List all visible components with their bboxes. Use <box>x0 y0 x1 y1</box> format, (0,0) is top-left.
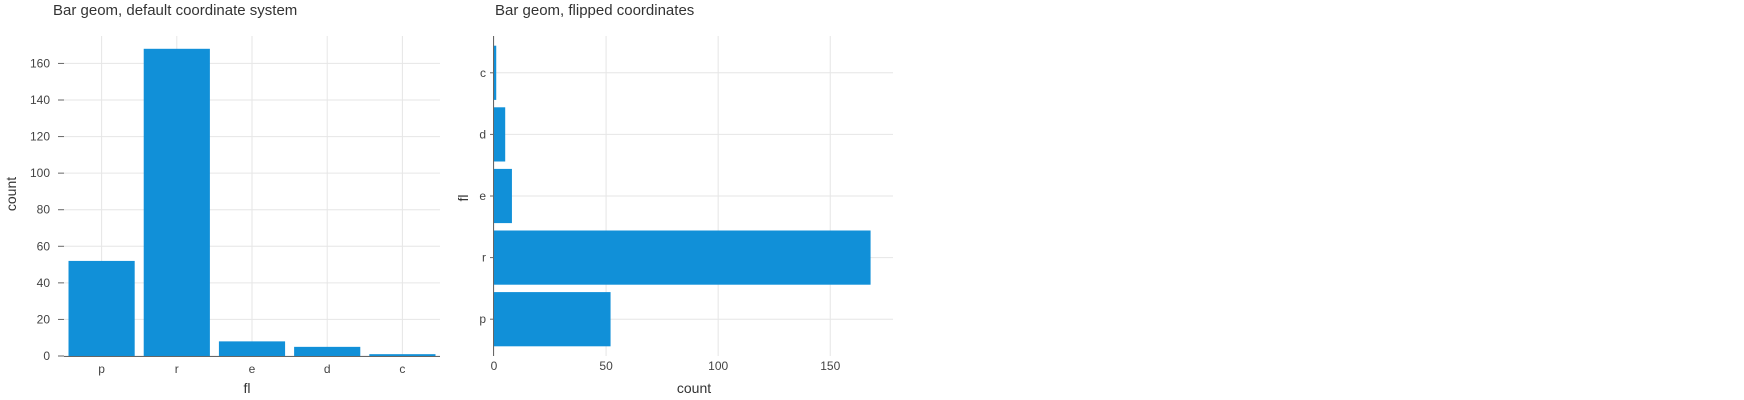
x-axis-title: fl <box>244 380 251 396</box>
bar-e <box>494 168 512 224</box>
y-tick-label: 20 <box>37 312 51 326</box>
y-tick-label: c <box>480 66 486 80</box>
y-tick-label: r <box>482 251 486 265</box>
x-axis-title: count <box>677 380 711 396</box>
x-tick-label: e <box>249 362 256 376</box>
chart-title: Bar geom, flipped coordinates <box>495 2 694 19</box>
y-tick-label: d <box>479 127 486 141</box>
chart-vertical-bars: Bar geom, default coordinate system 0 20 4… <box>3 2 440 396</box>
x-tick-label: 0 <box>491 359 498 373</box>
y-tick-label: 160 <box>30 56 50 70</box>
x-tick-label: r <box>175 362 179 376</box>
x-tick-label: d <box>324 362 331 376</box>
chart-title: Bar geom, default coordinate system <box>53 2 297 19</box>
x-tick-label: c <box>399 362 405 376</box>
y-ticks: 0 20 40 60 80 100 120 140 160 <box>30 56 64 363</box>
bar-r <box>143 48 210 357</box>
x-tick-label: 50 <box>599 359 613 373</box>
y-tick-label: p <box>479 312 486 326</box>
x-tick-label: 100 <box>708 359 728 373</box>
bar-c <box>494 45 497 100</box>
x-tick-label: 150 <box>820 359 840 373</box>
bar-r <box>494 230 871 285</box>
y-tick-label: 40 <box>37 276 51 290</box>
x-tick-label: p <box>98 362 105 376</box>
y-axis-title: fl <box>455 195 471 202</box>
y-axis-title: count <box>3 177 19 211</box>
bar-e <box>218 341 286 356</box>
y-tick-label: 80 <box>37 203 51 217</box>
y-tick-label: 140 <box>30 93 50 107</box>
y-tick-label: e <box>479 189 486 203</box>
bar-d <box>494 107 506 162</box>
y-ticks: p r e d c <box>479 36 494 356</box>
bar-c <box>369 354 436 356</box>
x-ticks: 0 50 100 150 <box>491 359 841 373</box>
y-tick-label: 120 <box>30 130 50 144</box>
bar-d <box>294 346 361 356</box>
bars <box>494 45 871 347</box>
y-tick-label: 0 <box>43 349 50 363</box>
y-tick-label: 60 <box>37 239 51 253</box>
bar-p <box>494 292 611 347</box>
bars <box>68 48 436 357</box>
bar-p <box>68 260 135 356</box>
chart-horizontal-bars: Bar geom, flipped coordinates p r e d c 0 50 1… <box>455 2 893 396</box>
y-tick-label: 100 <box>30 166 50 180</box>
